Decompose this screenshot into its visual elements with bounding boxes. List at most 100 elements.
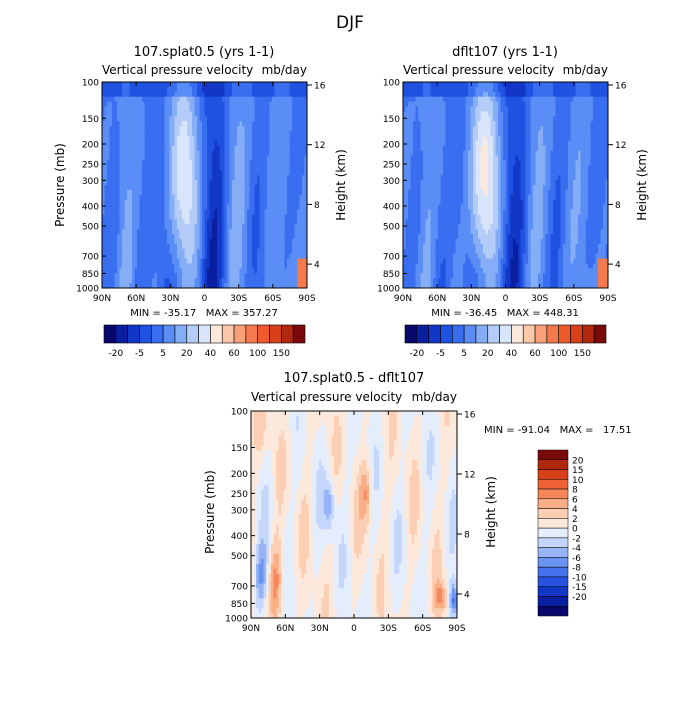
field-cell [431,156,434,161]
field-cell [152,185,155,190]
field-cell [157,170,160,175]
field-cell [468,92,471,97]
field-cell [411,97,414,102]
field-cell [586,92,589,97]
field-cell [521,146,524,151]
field-cell [120,224,123,229]
field-cell [135,273,138,278]
field-cell [463,160,466,165]
field-cell [185,234,188,239]
field-cell [568,146,571,151]
field-cell [546,146,549,151]
field-cell [147,141,150,146]
field-cell [411,156,414,161]
field-cell [222,121,225,126]
field-cell [222,200,225,205]
field-cell [222,195,225,200]
field-cell [556,136,559,141]
field-cell [150,234,153,239]
field-cell [170,151,173,156]
field-cell [240,259,243,264]
field-cell [421,131,424,136]
field-cell [436,97,439,102]
field-cell [195,160,198,165]
field-cell [172,141,175,146]
field-cell [240,254,243,259]
field-cell [225,205,228,210]
field-cell [130,249,133,254]
field-cell [220,219,223,224]
field-cell [150,156,153,161]
field-cell [242,259,245,264]
field-cell [125,185,128,190]
field-cell [586,82,589,87]
field-cell [471,156,474,161]
field-cell [255,146,258,151]
field-cell [210,210,213,215]
field-cell [140,111,143,116]
field-cell [125,131,128,136]
field-cell [195,200,198,205]
field-cell [165,107,168,112]
field-cell [546,141,549,146]
field-cell [125,111,128,116]
field-cell [187,151,190,156]
field-cell [212,102,215,107]
field-cell [282,219,285,224]
field-cell [265,87,268,92]
field-cell [513,160,516,165]
field-cell [202,102,205,107]
field-cell [132,146,135,151]
field-cell [107,249,110,254]
field-cell [242,244,245,249]
field-cell [120,229,123,234]
field-cell [237,214,240,219]
field-cell [117,107,120,112]
field-cell [601,151,604,156]
field-cell [217,214,220,219]
field-cell [207,121,210,126]
field-cell [250,234,253,239]
field-cell [200,141,203,146]
field-cell [498,141,501,146]
field-cell [493,151,496,156]
field-cell [160,92,163,97]
field-cell [533,102,536,107]
field-cell [182,273,185,278]
field-cell [488,87,491,92]
field-cell [235,249,238,254]
field-cell [127,165,130,170]
field-cell [260,214,263,219]
field-cell [275,180,278,185]
field-cell [573,146,576,151]
field-cell [302,170,305,175]
field-cell [137,239,140,244]
field-cell [185,244,188,249]
field-cell [285,263,288,268]
field-cell [275,136,278,141]
field-cell [217,200,220,205]
field-cell [227,160,230,165]
field-cell [112,87,115,92]
field-cell [202,116,205,121]
field-cell [272,195,275,200]
field-cell [531,151,534,156]
field-cell [443,136,446,141]
field-cell [215,214,218,219]
field-cell [473,92,476,97]
field-cell [107,97,110,102]
field-cell [245,239,248,244]
field-cell [581,160,584,165]
field-cell [528,121,531,126]
field-cell [162,234,165,239]
field-cell [468,160,471,165]
field-cell [185,107,188,112]
field-cell [576,136,579,141]
field-cell [137,165,140,170]
field-cell [155,146,158,151]
field-cell [127,200,130,205]
field-cell [197,141,200,146]
field-cell [122,254,125,259]
field-cell [466,102,469,107]
field-cell [227,278,230,283]
